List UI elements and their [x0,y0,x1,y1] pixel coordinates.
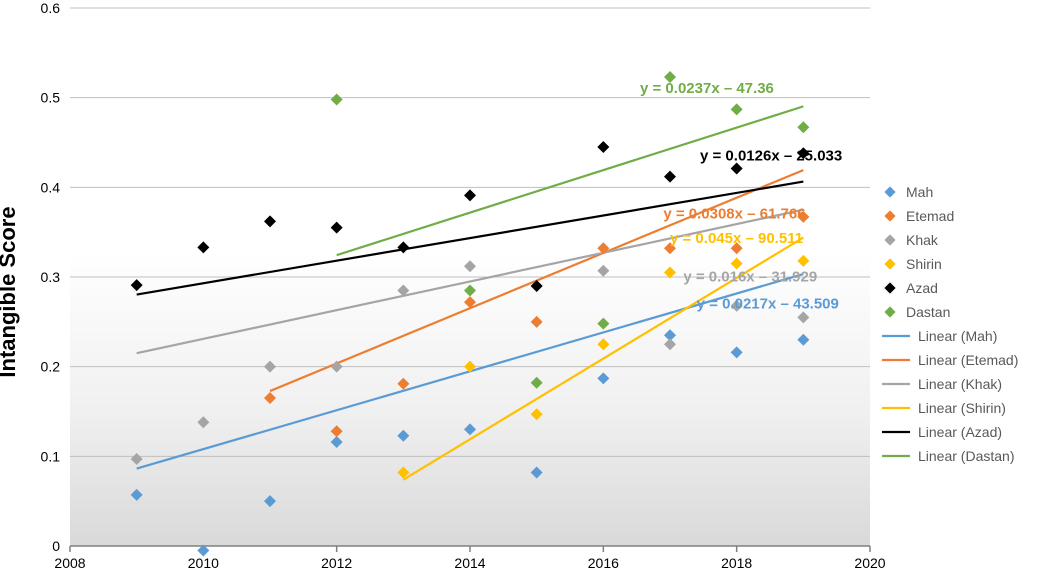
x-tick-label: 2016 [588,555,619,571]
chart-container: Intangible Score 0 0.1 0.2 0.3 0.4 0.5 0.6 2008… [0,0,1048,584]
y-tick-label: 0.6 [41,0,61,16]
x-tick-label: 2018 [721,555,752,571]
y-tick-label: 0.2 [41,359,61,375]
legend-marker-shirin [884,258,895,269]
equation-label-shirin: y = 0.045x – 90.511 [670,230,803,247]
legend-label: Shirin [906,256,942,272]
y-tick-label: 0.1 [41,448,61,464]
legend-marker-etemad [884,210,895,221]
equation-label-khak: y = 0.016x – 31.929 [683,268,817,285]
legend-label: Linear (Mah) [918,328,997,344]
equation-label-dastan: y = 0.0237x – 47.36 [640,80,774,97]
legend-label: Mah [906,184,933,200]
legend-label: Dastan [906,304,950,320]
legend-label: Khak [906,232,939,248]
legend-label: Linear (Azad) [918,424,1002,440]
x-tick-label: 2012 [321,555,352,571]
y-tick-label: 0.4 [41,179,61,195]
legend-label: Etemad [906,208,954,224]
equation-label-azad: y = 0.0126x – 25.033 [700,147,842,164]
equation-label-etemad: y = 0.0308x – 61.766 [663,206,805,223]
legend-label: Linear (Dastan) [918,448,1015,464]
y-tick-label: 0 [52,538,60,554]
equation-label-mah: y = 0.0217x – 43.509 [697,295,839,312]
y-tick-label: 0.5 [41,90,61,106]
x-tick-label: 2020 [854,555,885,571]
legend-label: Linear (Shirin) [918,400,1006,416]
legend-label: Linear (Etemad) [918,352,1018,368]
legend-marker-dastan [884,306,895,317]
legend-marker-khak [884,234,895,245]
x-tick-label: 2008 [54,555,85,571]
x-tick-label: 2014 [454,555,485,571]
legend-marker-mah [884,186,895,197]
y-tick-label: 0.3 [41,269,61,285]
legend-marker-azad [884,282,895,293]
chart-svg: 0 0.1 0.2 0.3 0.4 0.5 0.6 2008 2010 2012 2014 2016 2… [0,0,1048,584]
legend-label: Azad [906,280,938,296]
y-axis-title: Intangible Score [0,206,21,377]
x-tick-label: 2010 [188,555,219,571]
legend-label: Linear (Khak) [918,376,1002,392]
